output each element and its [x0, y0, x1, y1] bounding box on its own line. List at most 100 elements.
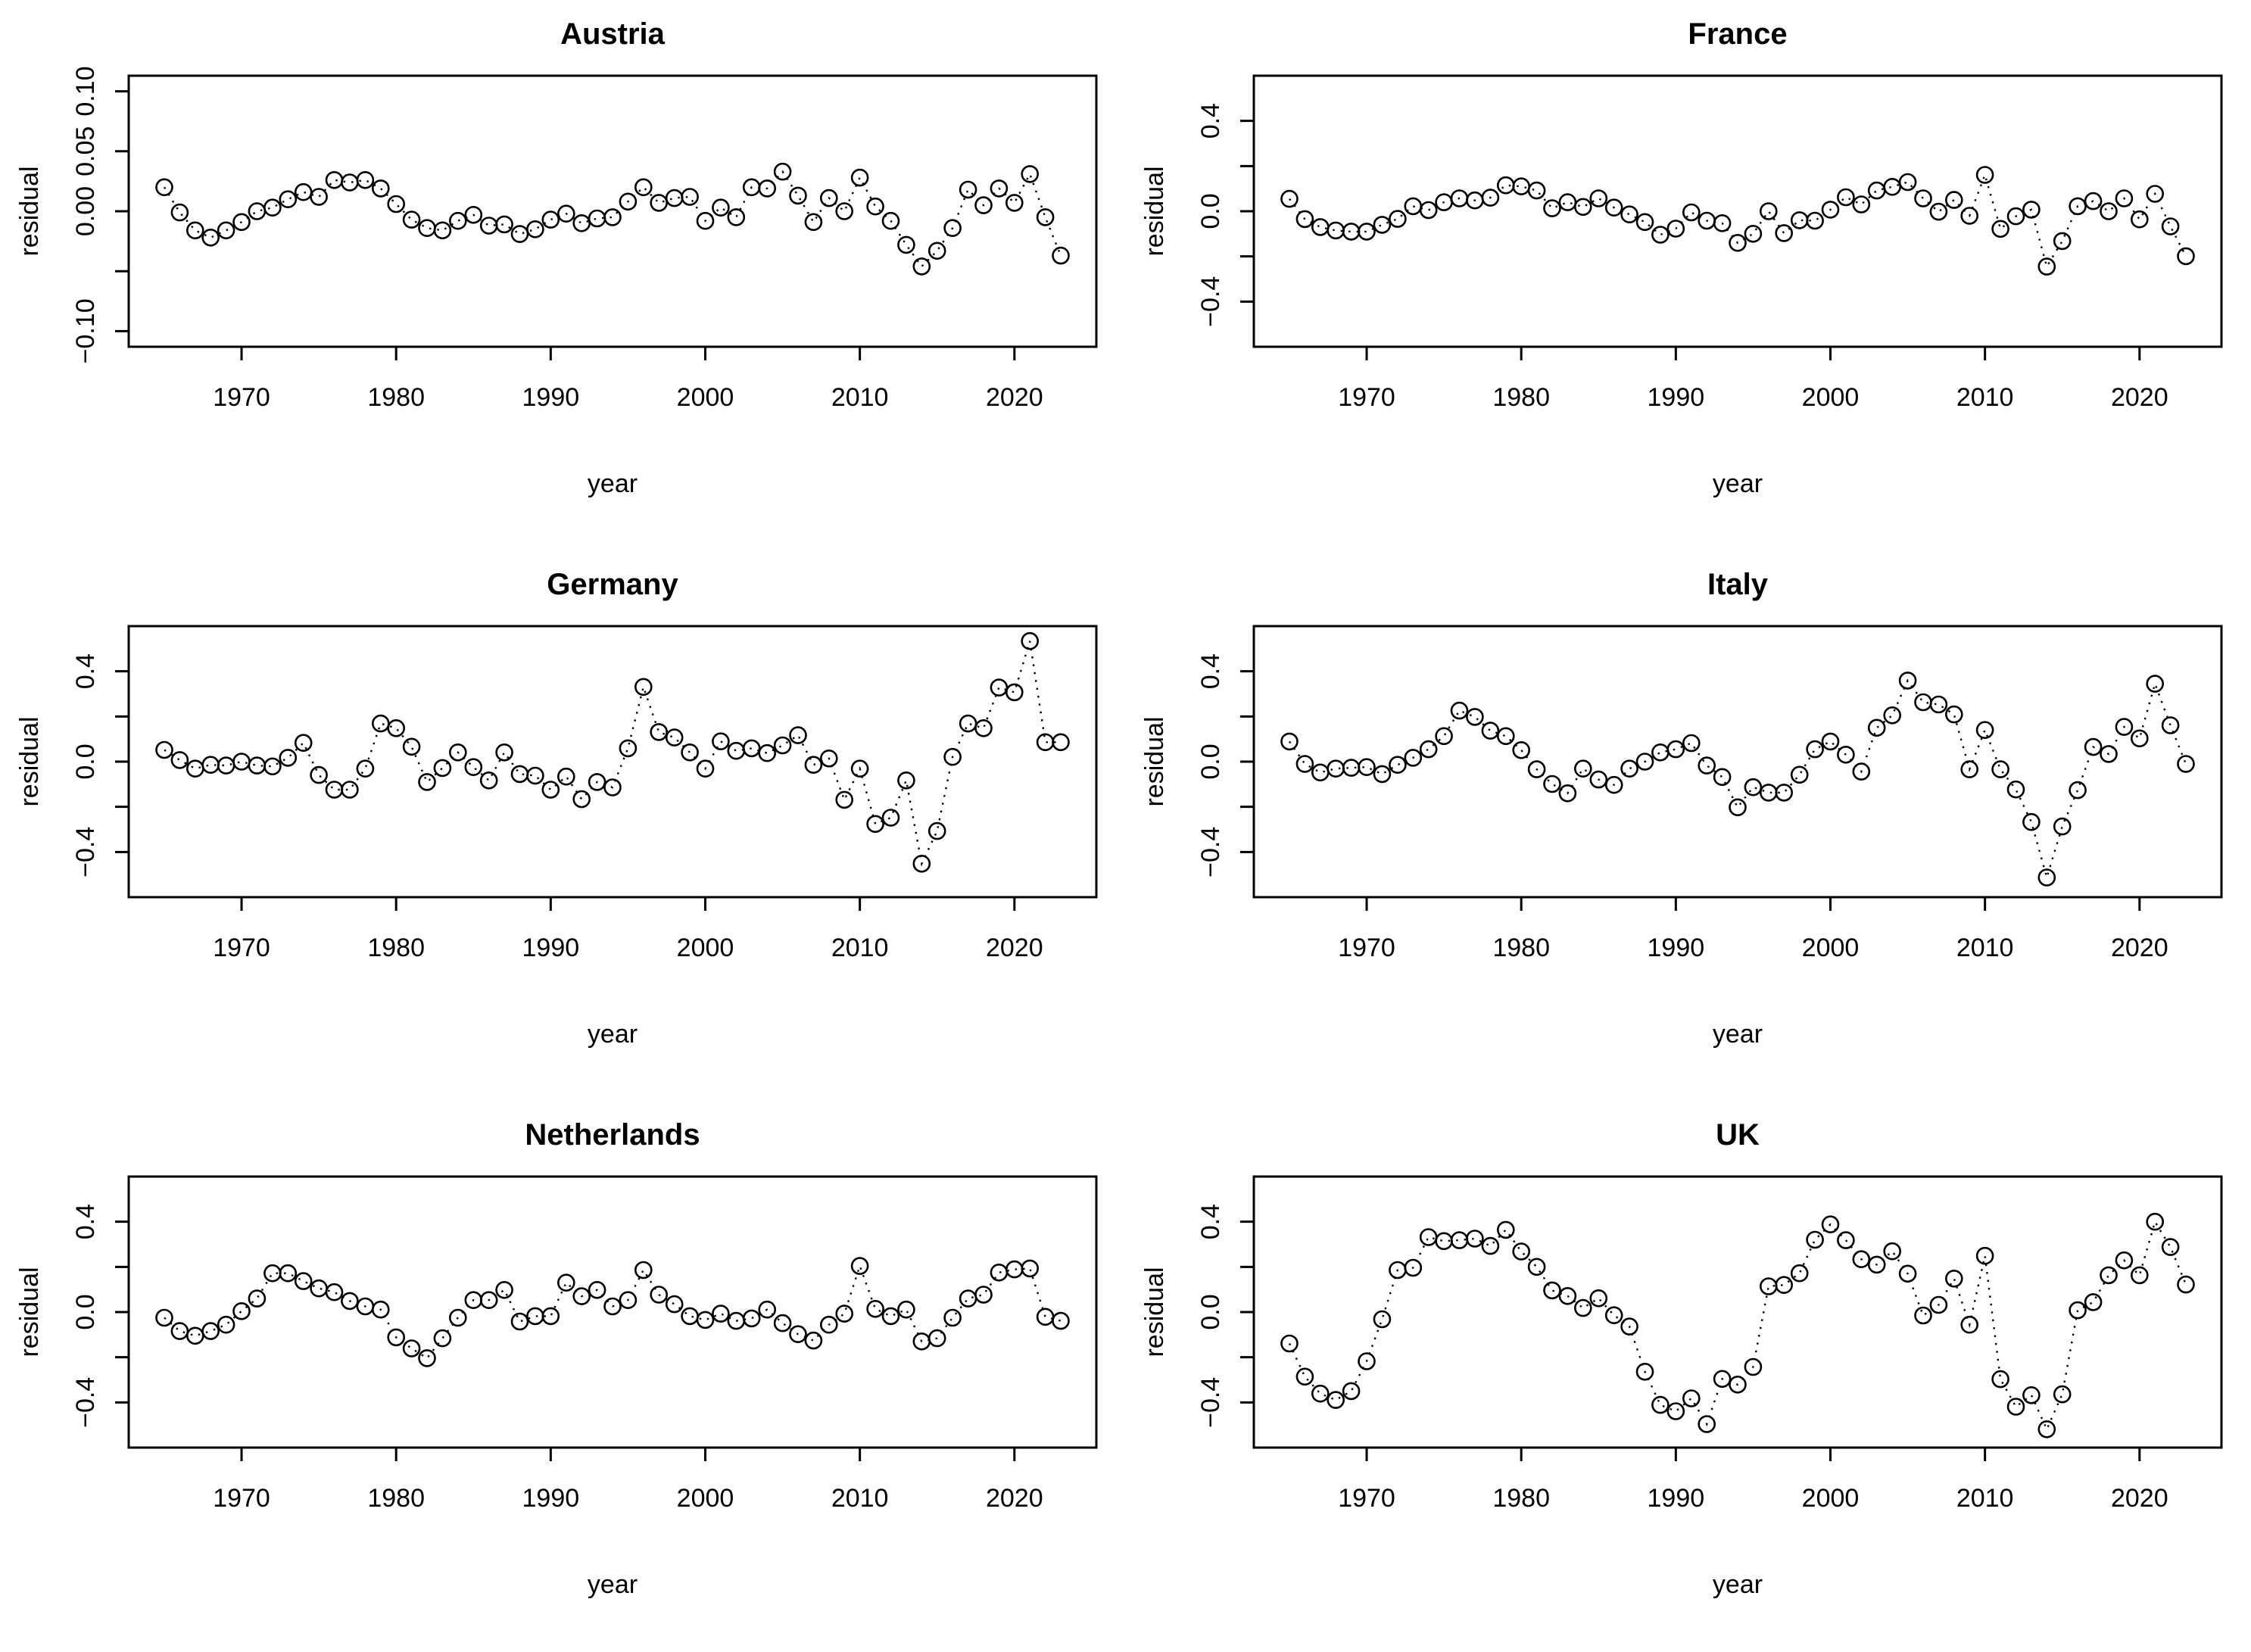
data-point	[1883, 706, 1902, 725]
data-point	[2037, 257, 2056, 276]
data-point	[1373, 1310, 1392, 1329]
data-point	[510, 225, 529, 243]
data-point	[1496, 176, 1515, 195]
data-point	[1419, 740, 1438, 759]
x-tick-label: 1990	[522, 383, 580, 412]
data-point	[773, 1314, 792, 1333]
data-point	[789, 1325, 807, 1344]
x-tick-label: 2010	[831, 1484, 889, 1513]
data-point	[990, 678, 1009, 697]
data-point	[2131, 729, 2149, 748]
data-point	[2100, 202, 2118, 220]
data-point	[2177, 1275, 2195, 1294]
y-tick-label: 0.4	[1196, 1204, 1225, 1239]
x-tick-label: 1970	[213, 383, 270, 412]
data-point	[1527, 181, 1546, 200]
data-point	[402, 210, 421, 229]
data-point	[387, 195, 406, 214]
data-point	[2161, 217, 2180, 235]
x-tick-label: 1990	[1648, 1484, 1705, 1513]
x-axis-label: year	[588, 469, 638, 498]
y-tick-label: 0.10	[71, 66, 100, 116]
y-tick-label: 0.4	[71, 653, 100, 689]
data-point	[1558, 1286, 1577, 1305]
x-tick-label: 2000	[677, 383, 734, 412]
x-axis-label: year	[1713, 1570, 1763, 1599]
x-tick-label: 2000	[677, 1484, 734, 1513]
data-point	[742, 1309, 761, 1328]
data-point	[1744, 778, 1763, 796]
data-point	[2100, 1266, 2118, 1285]
data-point	[541, 781, 560, 799]
data-point	[325, 781, 344, 799]
data-point	[1419, 1228, 1438, 1246]
plot-netherlands: Netherlands 1970 1980 1990 2000 2010 2020 −0.4 0…	[15, 1118, 1098, 1599]
data-point	[1419, 201, 1438, 220]
data-point	[1759, 784, 1778, 802]
data-point	[974, 1286, 993, 1304]
chart-panel-italy: Italy 1970 1980 1990 2000 2010 2020 −0.4 0.0 0.4 y…	[1125, 550, 2250, 1101]
data-point	[510, 765, 529, 784]
x-tick-label: 1990	[1648, 934, 1705, 962]
data-point	[2053, 232, 2072, 251]
data-point	[232, 753, 251, 771]
data-point	[2115, 718, 2134, 736]
data-point	[294, 182, 313, 201]
data-point	[1867, 1255, 1886, 1274]
data-point	[1790, 1264, 1809, 1283]
data-point	[1806, 740, 1824, 759]
x-tick-label: 1970	[213, 1484, 270, 1513]
data-point	[294, 734, 313, 752]
data-point	[1775, 224, 1794, 242]
data-point	[1342, 1382, 1361, 1401]
data-point	[1358, 1352, 1376, 1370]
y-axis-label: residual	[15, 166, 44, 256]
y-tick-label: 0.05	[71, 126, 100, 176]
data-point	[1280, 189, 1299, 208]
data-point	[310, 188, 328, 206]
data-point	[1543, 775, 1561, 793]
data-point	[1573, 759, 1592, 778]
y-tick-label: 0.0	[1196, 743, 1225, 779]
data-point	[1036, 208, 1055, 226]
data-point	[866, 1299, 884, 1318]
x-tick-label: 1970	[1338, 934, 1395, 962]
data-point	[1481, 189, 1500, 207]
data-point	[479, 1291, 498, 1310]
data-point	[464, 205, 483, 224]
data-point	[1929, 1295, 1948, 1314]
x-tick-label: 1970	[213, 934, 270, 962]
data-point	[448, 211, 467, 230]
data-point	[325, 1283, 344, 1301]
x-tick-label: 1980	[367, 934, 425, 962]
data-point	[2146, 1212, 2164, 1231]
data-point	[912, 257, 931, 276]
data-point	[495, 743, 513, 762]
data-point	[217, 1315, 235, 1334]
x-axis-label: year	[1713, 469, 1763, 498]
x-tick-label: 2020	[2111, 934, 2168, 962]
data-point	[1698, 756, 1716, 775]
data-point	[789, 726, 807, 744]
data-point	[248, 1289, 267, 1308]
data-point	[1327, 759, 1345, 778]
series-line	[164, 1263, 1062, 1360]
data-point	[1527, 760, 1546, 778]
data-point	[464, 758, 483, 777]
data-point	[1404, 1258, 1423, 1277]
x-tick-label: 2020	[986, 383, 1043, 412]
data-point	[1729, 233, 1747, 252]
data-point	[263, 1264, 282, 1283]
data-point	[974, 719, 993, 737]
data-point	[1620, 205, 1638, 224]
data-point	[588, 1281, 606, 1299]
data-point	[1604, 775, 1623, 794]
plot-austria: Austria 1970 1980 1990 2000 2010 2020 −0.10 0.00…	[15, 17, 1098, 498]
data-point	[1295, 210, 1314, 229]
data-point	[881, 211, 900, 230]
y-tick-label: 0.0	[1196, 1294, 1225, 1329]
data-point	[557, 1273, 575, 1292]
x-tick-label: 1990	[522, 1484, 580, 1513]
plot-italy: Italy 1970 1980 1990 2000 2010 2020 −0.4 0.0 0.4 y…	[1140, 568, 2223, 1049]
